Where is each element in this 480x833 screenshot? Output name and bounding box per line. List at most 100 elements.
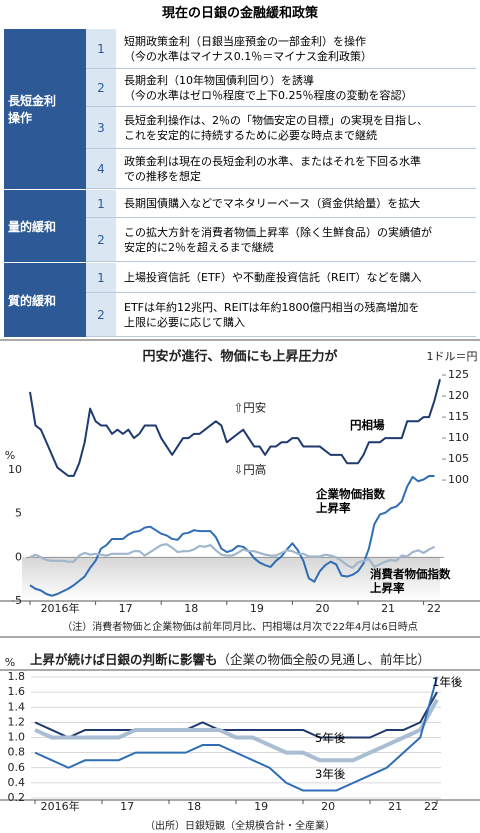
text-line: これを安定的に持続するために必要な時点まで継続 [124,128,377,142]
row-text: 政策金利は現在の長短金利の水準、またはそれを下回る水準 での推移を想定 [116,149,476,188]
table-row: 2 この拡大方針を消費者物価上昇率（除く生鮮食品）の実績値が 安定的に2％を超えるま… [86,218,476,262]
table-row: 4 政策金利は現在の長短金利の水準、またはそれを下回る水準 での推移を想定 [86,149,476,189]
text-line: 上限に必要に応じて購入 [124,315,245,329]
x-tick-label: 17 [120,800,134,813]
x-tick-label: 19 [254,800,268,813]
text-line: 政策金利は現在の長短金利の水準、またはそれを下回る水準 [124,154,421,168]
row-text: 長期金利（10年物国債利回り）を誘導 （今の水準はゼロ％程度で上下0.25％程度の… [116,69,476,106]
text-line: 上場投資信託（ETF）や不動産投資信託（REIT）などを購入 [124,271,422,284]
row-text: 長期国債購入などでマネタリーベース（資金供給量）を拡大 [116,190,476,217]
row-number: 2 [86,69,116,106]
row-group: 長短金利 操作 1 短期政策金利（日銀当座預金の一部金利）を操作 （今の水準はマイナス0… [4,28,476,189]
y-axis-label: % [5,449,15,462]
row-text: 上場投資信託（ETF）や不動産投資信託（REIT）などを購入 [116,263,476,292]
x-tick-label: 21 [381,602,395,615]
y-tick-label: 0.6 [8,761,26,774]
series-label: 5年後 [315,731,346,745]
y-tick-label: 1.6 [8,685,26,698]
series-label: 3年後 [315,767,346,781]
group-rows: 1 短期政策金利（日銀当座預金の一部金利）を操作 （今の水準はマイナス0.1％＝マイ… [86,29,476,189]
chart-title: 円安が進行、物価にも上昇圧力が [142,349,337,365]
y-tick-label: 0.8 [8,746,26,759]
series-label: 円相場 [350,418,385,432]
series-line [29,379,441,477]
y2-tick-label: 110 [448,431,469,444]
x-tick-label: 20 [321,800,335,813]
series-line [34,698,439,763]
y-tick-label: 1.4 [8,700,26,713]
y-tick-label: 1.2 [8,715,26,728]
text-line: 長期金利（10年物国債利回り）を誘導 [124,73,314,87]
group-rows: 1 上場投資信託（ETF）や不動産投資信託（REIT）などを購入 2 ETFは年約12… [86,263,476,337]
table-title: 現在の日銀の金融緩和政策 [161,6,318,21]
chart-note: （注）消費者物価と企業物価は前年同月比、円相場は月次で22年4月は6日時点 [62,620,417,633]
y-tick-label: 1.0 [8,731,26,744]
row-number: 1 [86,263,116,292]
y-tick-label: -5 [11,594,22,607]
y-tick-label: 10 [8,463,22,476]
group-label-line: 量的緩和 [8,219,57,234]
group-label-line: 質的緩和 [8,293,57,308]
row-group: 質的緩和 1 上場投資信託（ETF）や不動産投資信託（REIT）などを購入 2 ETFは… [4,262,476,337]
y2-tick-label: 115 [448,410,469,423]
y-tick-label: 0 [15,550,22,563]
y2-tick-label: 120 [448,389,469,402]
table-row: 1 短期政策金利（日銀当座預金の一部金利）を操作 （今の水準はマイナス0.1％＝マイ… [86,29,476,69]
row-number: 2 [86,293,116,336]
group-label: 質的緩和 [4,263,86,337]
x-tick-label: 18 [187,800,201,813]
series-line [34,691,438,739]
x-tick-label: 2016年 [41,799,80,813]
table-row: 1 上場投資信託（ETF）や不動産投資信託（REIT）などを購入 [86,263,476,293]
table-row: 1 長期国債購入などでマネタリーベース（資金供給量）を拡大 [86,190,476,218]
x-tick-label: 21 [388,800,402,813]
text-line: 長期国債購入などでマネタリーベース（資金供給量）を拡大 [124,197,421,210]
group-label-line: 長短金利 [8,94,57,108]
row-number: 3 [86,107,116,148]
policy-table: 現在の日銀の金融緩和政策 長短金利 操作 1 短期政策金利（日銀当座預金の一部金利）を… [4,0,476,337]
row-number: 4 [86,149,116,188]
y2-tick-label: 105 [448,452,469,465]
series-label: 企業物価指数上昇率 [316,487,385,515]
x-tick-label: 22 [427,602,441,615]
table-row: 2 長期金利（10年物国債利回り）を誘導 （今の水準はゼロ％程度で上下0.25％程度… [86,69,476,107]
annotation: ⇩円高 [234,463,267,477]
text-line: ETFは年約12兆円、REITは年約1800億円相当の残高増加を [124,300,420,314]
series-label: 消費者物価指数上昇率 [370,567,451,595]
annotation: ⇧円安 [234,401,267,415]
text-line: （今の水準はゼロ％程度で上下0.25％程度の変動を容認） [124,88,413,102]
y2-axis-label: 1ドル＝円 [427,350,478,363]
row-group: 量的緩和 1 長期国債購入などでマネタリーベース（資金供給量）を拡大 2 この拡大方針を… [4,189,476,262]
row-number: 1 [86,29,116,68]
series-line [29,475,435,597]
row-number: 1 [86,190,116,217]
text-line: 長短金利操作は、2％の「物価安定の目標」の実現を目指し、 [124,113,428,127]
y-tick-label: 1.8 [8,670,26,683]
title: 上昇が続けば日銀の判断に影響も [30,652,218,667]
text-line: 安定的に2％を超えるまで継続 [124,240,274,254]
row-text: ETFは年約12兆円、REITは年約1800億円相当の残高増加を 上限に必要に応じ… [116,293,476,336]
text-line: 短期政策金利（日銀当座預金の一部金利）を操作 [124,34,366,48]
y-axis-label: % [5,656,15,669]
y2-tick-label: 100 [448,473,469,486]
text-line: （今の水準はマイナス0.1％＝マイナス金利政策） [124,49,373,63]
text-line: この拡大方針を消費者物価上昇率（除く生鮮食品）の実績値が [124,225,432,239]
y-tick-label: 0.2 [8,791,26,804]
group-label: 量的緩和 [4,190,86,262]
chart-title: 上昇が続けば日銀の判断に影響も（企業の物価全般の見通し、前年比） [30,652,430,667]
y-tick-label: 5 [15,507,22,520]
y2-tick-label: 125 [448,368,469,381]
table-row: 3 長短金利操作は、2％の「物価安定の目標」の実現を目指し、 これを安定的に持続する… [86,107,476,149]
x-tick-label: 20 [315,602,329,615]
subtitle: （企業の物価全般の見通し、前年比） [218,652,431,667]
y-tick-label: 0.4 [8,776,26,789]
x-tick-label: 19 [250,602,264,615]
text-line: での推移を想定 [124,169,201,183]
chart-note: （出所）日銀短観（全規模合計・全産業） [145,819,335,832]
series-label: 1年後 [432,675,463,689]
row-number: 2 [86,218,116,261]
row-text: この拡大方針を消費者物価上昇率（除く生鮮食品）の実績値が 安定的に2％を超えるまで… [116,218,476,261]
x-tick-label: 2016年 [41,601,80,615]
